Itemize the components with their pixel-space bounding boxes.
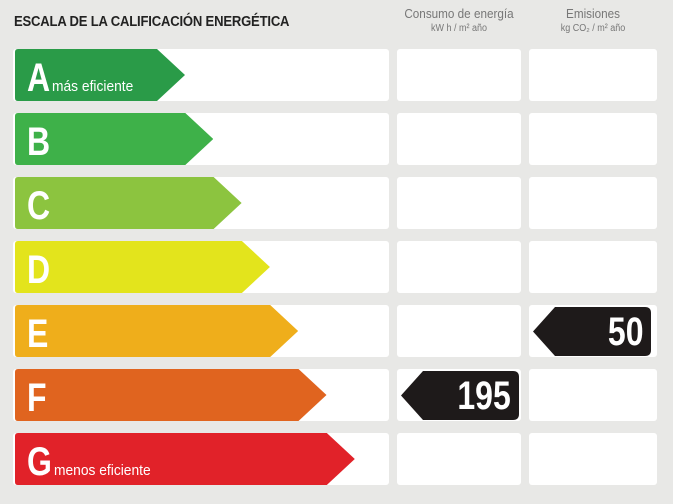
consumo-unit: kW h / m² año [430, 23, 488, 34]
arrow-shape [15, 369, 327, 421]
emisiones-cell [529, 177, 657, 229]
consumo-header: Consumo de energía kW h / m² año [397, 6, 521, 34]
consumo-cell [397, 241, 521, 293]
consumo-marker: 195 [401, 371, 519, 420]
consumo-label: Consumo de energía [404, 6, 514, 21]
emisiones-cell [529, 241, 657, 293]
arrow-shape [15, 433, 355, 485]
rating-letter: G [27, 440, 52, 484]
rating-arrow-e: E [15, 305, 299, 357]
consumo-cell [397, 305, 521, 357]
rating-letter: A [27, 56, 51, 100]
rating-arrow-c: C [15, 177, 242, 229]
emisiones-label: Emisiones [566, 6, 620, 21]
consumo-cell [397, 113, 521, 165]
rating-arrow-b: B [15, 113, 214, 165]
consumo-cell [397, 177, 521, 229]
emisiones-header: Emisiones kg CO₂ / m² año [529, 6, 657, 34]
emisiones-marker-value: 50 [607, 310, 643, 354]
emisiones-cell [529, 49, 657, 101]
arrow-shape [15, 177, 242, 229]
rating-subtitle: menos eficiente [54, 462, 151, 479]
emisiones-cell [529, 433, 657, 485]
consumo-cell [397, 433, 521, 485]
arrow-shape [15, 113, 214, 165]
rating-letter: B [27, 120, 51, 164]
arrow-shape [15, 241, 270, 293]
rating-letter: E [27, 312, 49, 356]
rating-arrow-d: D [15, 241, 270, 293]
emisiones-marker: 50 [533, 307, 651, 356]
consumo-marker-value: 195 [457, 374, 511, 418]
marker-shape [533, 307, 651, 356]
emisiones-cell [529, 113, 657, 165]
arrow-shape [15, 49, 185, 101]
rating-subtitle: más eficiente [51, 78, 134, 95]
emisiones-unit: kg CO₂ / m² año [560, 23, 626, 34]
consumo-cell [397, 49, 521, 101]
arrow-shape [15, 305, 299, 357]
rating-letter: C [27, 184, 51, 228]
emisiones-cell [529, 369, 657, 421]
rating-letter: F [27, 376, 47, 420]
rating-arrow-f: F [15, 369, 327, 421]
page-title: ESCALA DE LA CALIFICACIÓN ENERGÉTICA [14, 14, 290, 30]
marker-shape [401, 371, 519, 420]
rating-letter: D [27, 248, 51, 292]
